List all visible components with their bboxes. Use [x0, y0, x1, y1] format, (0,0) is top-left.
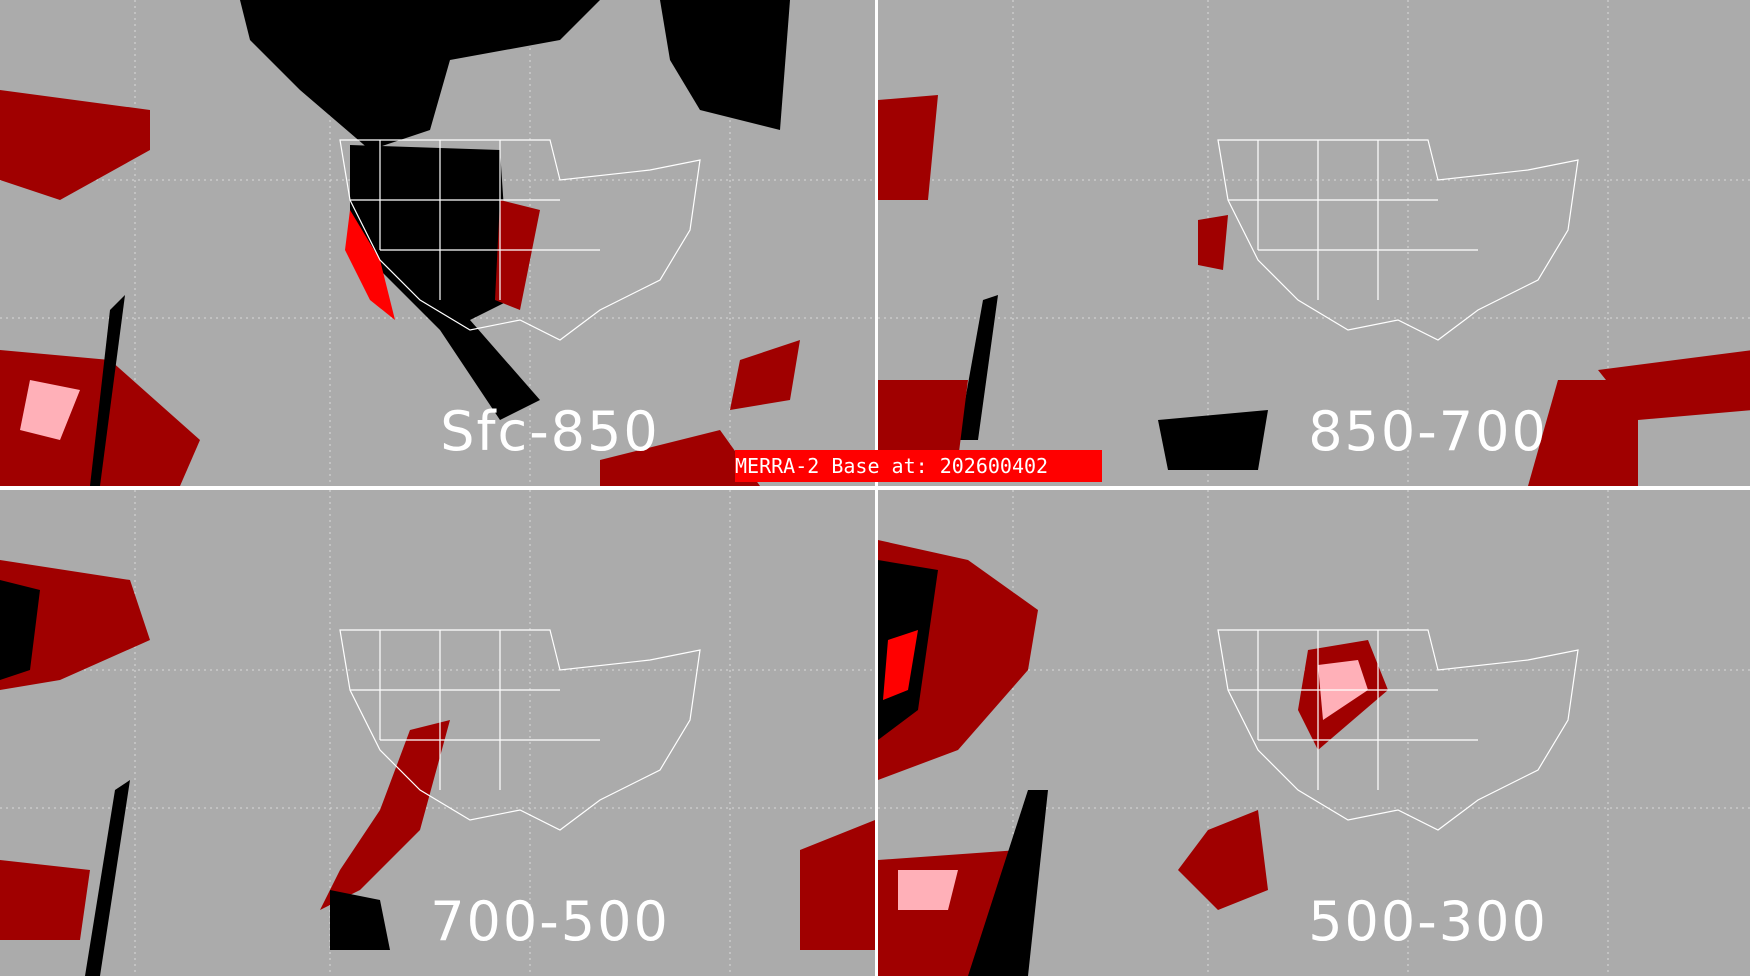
map-panel-700-500: 700-500	[0, 490, 875, 976]
panel-label: Sfc-850	[440, 400, 660, 463]
title-banner: MERRA-2 Base at: 202600402	[735, 450, 1102, 482]
panel-divider-horizontal	[0, 486, 1750, 490]
panel-label: 700-500	[430, 890, 670, 953]
map-layer	[0, 490, 875, 976]
panel-label: 850-700	[1308, 400, 1548, 463]
map-panel-850-700: 850-700	[878, 0, 1750, 486]
map-panel-sfc-850: Sfc-850	[0, 0, 875, 486]
map-panel-500-300: 500-300	[878, 490, 1750, 976]
map-layer	[878, 490, 1750, 976]
map-layer	[0, 0, 875, 486]
panel-label: 500-300	[1308, 890, 1548, 953]
map-layer	[878, 0, 1750, 486]
